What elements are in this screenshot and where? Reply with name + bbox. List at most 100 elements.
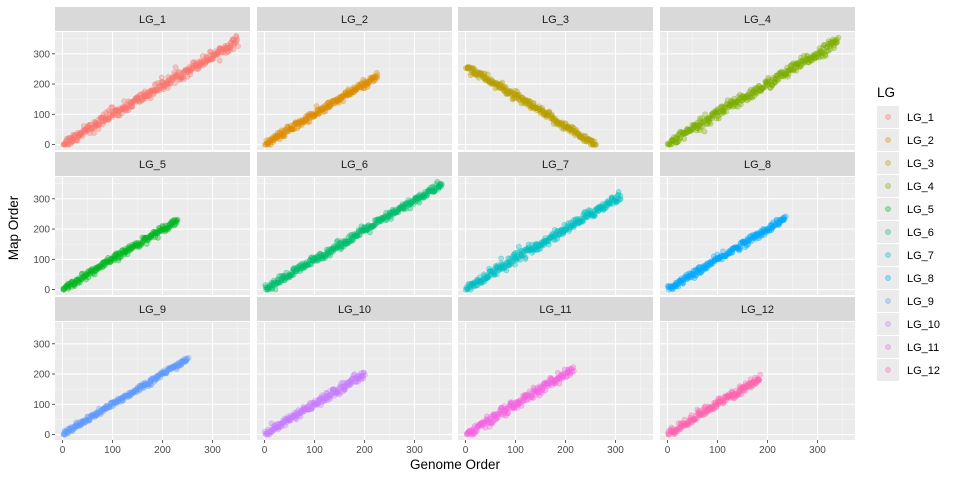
data-point xyxy=(203,54,210,61)
data-point xyxy=(229,37,236,43)
data-point xyxy=(93,120,100,127)
data-point xyxy=(180,71,186,77)
data-point xyxy=(159,84,166,91)
facet-strip-label: LG_9 xyxy=(139,304,166,316)
data-point xyxy=(100,114,106,121)
legend: LG LG_1 LG_2 LG_3 LG_4 LG_5 LG_6 LG_7 LG_8 LG_9 LG… xyxy=(877,85,940,381)
facet-panel-lg-4: LG_4 xyxy=(660,7,855,150)
data-point xyxy=(151,87,158,94)
data-point xyxy=(214,49,221,56)
data-point xyxy=(210,56,217,62)
data-point xyxy=(757,371,763,378)
data-point xyxy=(166,76,173,82)
data-point xyxy=(347,91,354,98)
data-point xyxy=(134,93,141,100)
data-point xyxy=(127,100,134,106)
data-point xyxy=(102,117,109,124)
data-point xyxy=(70,138,76,144)
data-point xyxy=(83,125,90,132)
data-point xyxy=(193,65,200,72)
data-point xyxy=(356,83,363,90)
data-point xyxy=(160,79,167,86)
data-point xyxy=(327,102,334,109)
data-point xyxy=(230,36,237,43)
data-point xyxy=(300,118,307,125)
data-point xyxy=(189,59,196,66)
data-point xyxy=(288,125,295,132)
legend-label: LG_12 xyxy=(907,365,940,377)
data-point xyxy=(100,111,107,118)
data-point xyxy=(326,99,332,106)
data-point xyxy=(330,100,337,107)
data-point xyxy=(367,77,374,83)
data-point xyxy=(139,94,146,100)
data-point xyxy=(91,130,97,136)
data-point xyxy=(277,133,283,140)
data-point xyxy=(119,106,126,112)
data-point xyxy=(180,74,186,80)
data-point xyxy=(316,109,323,116)
data-point xyxy=(287,126,293,133)
data-point xyxy=(216,45,223,51)
data-point xyxy=(103,109,110,116)
data-point xyxy=(79,133,86,140)
data-point xyxy=(146,92,153,98)
data-point xyxy=(287,122,294,129)
data-point xyxy=(148,88,155,94)
data-point xyxy=(235,43,241,50)
data-point xyxy=(297,119,304,125)
data-point xyxy=(366,229,373,236)
data-point xyxy=(138,92,144,98)
data-point xyxy=(92,119,99,126)
data-point xyxy=(322,105,328,112)
data-point xyxy=(308,113,315,119)
data-point xyxy=(545,241,552,248)
data-point xyxy=(106,115,112,121)
data-point xyxy=(294,125,300,132)
data-point xyxy=(339,93,346,100)
data-point xyxy=(195,63,202,70)
data-point xyxy=(365,80,372,86)
data-point xyxy=(272,132,279,139)
data-point xyxy=(340,91,347,98)
data-point xyxy=(374,72,381,79)
data-point xyxy=(343,92,350,99)
data-point xyxy=(292,119,299,125)
y-tick-label: 200 xyxy=(33,225,50,236)
data-point xyxy=(338,93,345,100)
data-point xyxy=(315,110,322,117)
data-point xyxy=(322,102,329,108)
data-point xyxy=(60,141,67,148)
data-point xyxy=(138,96,145,103)
data-point xyxy=(75,129,81,136)
data-point xyxy=(498,255,504,262)
data-point xyxy=(109,112,116,118)
x-tick-label: 300 xyxy=(809,445,826,456)
data-point xyxy=(211,52,218,59)
data-point xyxy=(226,44,233,51)
x-tick-label: 200 xyxy=(759,445,776,456)
data-point xyxy=(177,75,184,81)
data-point xyxy=(100,121,106,128)
data-point xyxy=(227,43,234,50)
data-point xyxy=(346,89,353,95)
data-point xyxy=(522,254,529,261)
facet-strip xyxy=(257,7,452,31)
data-point xyxy=(312,111,319,118)
data-point xyxy=(71,132,78,139)
data-point xyxy=(168,74,175,81)
data-point xyxy=(185,65,192,72)
data-point xyxy=(220,46,227,52)
data-point xyxy=(340,93,347,100)
y-tick-label: 100 xyxy=(33,400,50,411)
data-point xyxy=(213,52,220,58)
data-point xyxy=(303,116,310,123)
data-point xyxy=(102,116,109,123)
data-point xyxy=(188,65,194,72)
data-point xyxy=(366,79,373,86)
data-point xyxy=(189,62,196,69)
data-point xyxy=(349,86,356,93)
data-point xyxy=(292,120,299,127)
data-point xyxy=(163,81,169,88)
data-point xyxy=(175,68,182,75)
